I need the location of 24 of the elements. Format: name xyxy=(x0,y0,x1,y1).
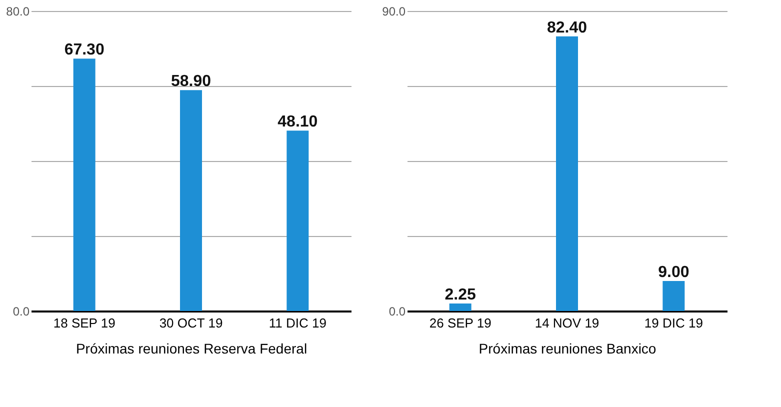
x-tick-label: 18 SEP 19 xyxy=(53,316,116,330)
x-tick-label: 11 DIC 19 xyxy=(268,316,326,330)
x-axis-title: Próximas reuniones Reserva Federal xyxy=(76,340,308,356)
y-tick-label: 80.0 xyxy=(6,4,30,18)
x-tick-label: 26 SEP 19 xyxy=(429,316,492,330)
bar xyxy=(449,304,472,311)
bar xyxy=(180,90,202,311)
bar xyxy=(662,281,685,311)
data-label: 82.40 xyxy=(546,19,588,36)
x-tick-label: 30 OCT 19 xyxy=(159,316,223,330)
y-tick-label: 90.0 xyxy=(382,4,406,18)
y-tick-label: 0.0 xyxy=(388,304,406,318)
bar xyxy=(73,58,96,311)
bar xyxy=(556,36,578,311)
data-label: 2.25 xyxy=(444,286,476,304)
bar xyxy=(286,130,309,311)
x-axis-title: Próximas reuniones Banxico xyxy=(478,340,656,356)
x-tick-label: 19 DIC 19 xyxy=(644,316,703,330)
data-label: 48.10 xyxy=(278,114,318,131)
data-label: 58.90 xyxy=(170,73,212,90)
y-tick-label: 0.0 xyxy=(12,304,30,318)
data-label: 9.00 xyxy=(658,264,690,281)
x-tick-label: 14 NOV 19 xyxy=(534,316,600,330)
data-label: 67.30 xyxy=(64,42,104,59)
